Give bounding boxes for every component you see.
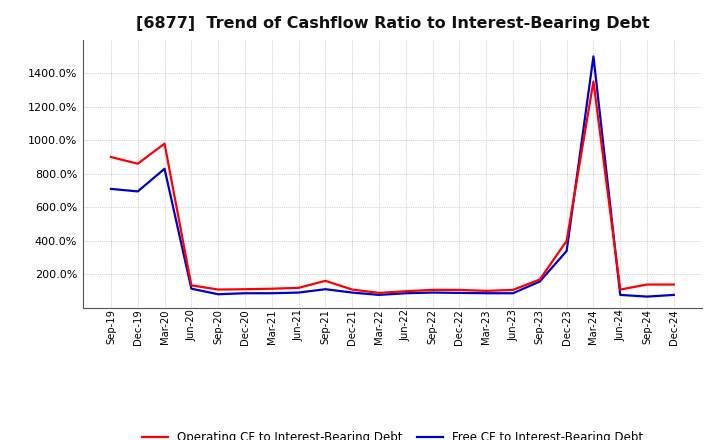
Free CF to Interest-Bearing Debt: [670, 292, 678, 297]
Free CF to Interest-Bearing Debt: [161, 166, 169, 172]
Operating CF to Interest-Bearing Debt: [670, 282, 678, 287]
Free CF to Interest-Bearing Debt: [589, 54, 598, 59]
Legend: Operating CF to Interest-Bearing Debt, Free CF to Interest-Bearing Debt: Operating CF to Interest-Bearing Debt, F…: [137, 427, 648, 440]
Operating CF to Interest-Bearing Debt: [482, 288, 490, 293]
Free CF to Interest-Bearing Debt: [294, 290, 303, 295]
Free CF to Interest-Bearing Debt: [240, 290, 249, 296]
Operating CF to Interest-Bearing Debt: [562, 238, 571, 244]
Free CF to Interest-Bearing Debt: [536, 279, 544, 284]
Free CF to Interest-Bearing Debt: [509, 290, 518, 296]
Free CF to Interest-Bearing Debt: [482, 290, 490, 296]
Operating CF to Interest-Bearing Debt: [107, 154, 115, 160]
Operating CF to Interest-Bearing Debt: [161, 141, 169, 146]
Operating CF to Interest-Bearing Debt: [214, 287, 222, 292]
Operating CF to Interest-Bearing Debt: [133, 161, 142, 166]
Operating CF to Interest-Bearing Debt: [536, 277, 544, 282]
Operating CF to Interest-Bearing Debt: [321, 278, 330, 283]
Free CF to Interest-Bearing Debt: [348, 290, 356, 295]
Free CF to Interest-Bearing Debt: [187, 286, 196, 291]
Operating CF to Interest-Bearing Debt: [509, 287, 518, 293]
Free CF to Interest-Bearing Debt: [562, 248, 571, 253]
Operating CF to Interest-Bearing Debt: [374, 290, 383, 296]
Free CF to Interest-Bearing Debt: [133, 189, 142, 194]
Operating CF to Interest-Bearing Debt: [267, 286, 276, 291]
Line: Operating CF to Interest-Bearing Debt: Operating CF to Interest-Bearing Debt: [111, 81, 674, 293]
Operating CF to Interest-Bearing Debt: [348, 287, 356, 292]
Operating CF to Interest-Bearing Debt: [589, 79, 598, 84]
Operating CF to Interest-Bearing Debt: [643, 282, 652, 287]
Operating CF to Interest-Bearing Debt: [402, 289, 410, 294]
Free CF to Interest-Bearing Debt: [455, 290, 464, 296]
Free CF to Interest-Bearing Debt: [402, 290, 410, 296]
Operating CF to Interest-Bearing Debt: [455, 287, 464, 293]
Operating CF to Interest-Bearing Debt: [240, 286, 249, 292]
Operating CF to Interest-Bearing Debt: [616, 287, 624, 292]
Free CF to Interest-Bearing Debt: [374, 292, 383, 297]
Free CF to Interest-Bearing Debt: [616, 292, 624, 297]
Free CF to Interest-Bearing Debt: [107, 186, 115, 191]
Free CF to Interest-Bearing Debt: [267, 290, 276, 296]
Title: [6877]  Trend of Cashflow Ratio to Interest-Bearing Debt: [6877] Trend of Cashflow Ratio to Intere…: [135, 16, 649, 32]
Operating CF to Interest-Bearing Debt: [428, 287, 437, 293]
Free CF to Interest-Bearing Debt: [214, 292, 222, 297]
Free CF to Interest-Bearing Debt: [428, 290, 437, 295]
Operating CF to Interest-Bearing Debt: [294, 285, 303, 290]
Free CF to Interest-Bearing Debt: [321, 286, 330, 292]
Free CF to Interest-Bearing Debt: [643, 294, 652, 299]
Line: Free CF to Interest-Bearing Debt: Free CF to Interest-Bearing Debt: [111, 56, 674, 297]
Operating CF to Interest-Bearing Debt: [187, 283, 196, 288]
